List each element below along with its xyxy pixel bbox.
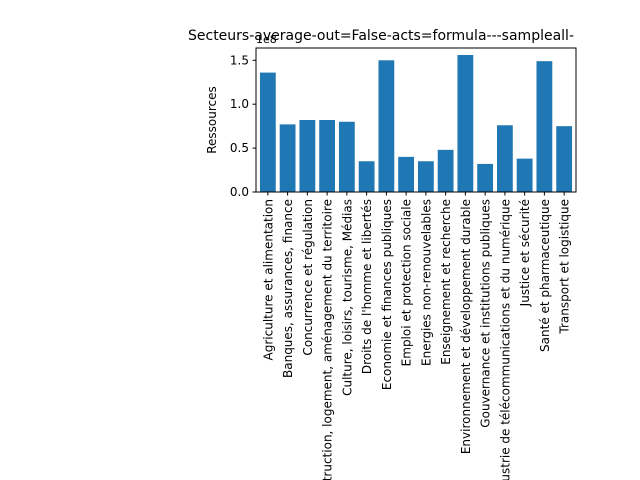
x-tick-label: Energies non-renouvelables [419, 199, 433, 366]
x-tick-label: Concurrence et régulation [301, 199, 315, 356]
bar [378, 60, 395, 192]
bar [259, 72, 276, 192]
y-tick-label: 0.5 [230, 141, 249, 155]
chart-title: Secteurs-average-out=False-acts=formula-… [188, 28, 574, 44]
bar [319, 120, 336, 192]
x-axis: Agriculture et alimentation Banques, assu… [261, 192, 572, 480]
x-tick-label: Enseignement et recherche [439, 199, 453, 365]
bar [398, 156, 415, 192]
x-tick-label: Culture, loisirs, tourisme, Médias [340, 199, 354, 396]
x-tick-label: Industrie, Industrie de télécommunicatio… [498, 199, 512, 480]
bars-group [259, 55, 573, 192]
bar [536, 61, 553, 192]
bar [299, 120, 316, 192]
x-tick-label: Droits de l'homme et libertés [360, 199, 374, 374]
x-tick-label: Transport et logistique [558, 199, 572, 335]
bar [457, 55, 474, 192]
y-axis: 0.0 0.5 1.0 1.5 [230, 53, 256, 199]
bar [516, 158, 533, 192]
y-tick-label: 1.5 [230, 53, 249, 67]
x-tick-label: Environnement et développement durable [459, 199, 473, 454]
bar [358, 161, 375, 192]
y-axis-label: Ressources [205, 86, 219, 154]
bar [496, 125, 513, 192]
bar [417, 161, 434, 192]
x-tick-label: Banques, assurances, finance [281, 199, 295, 378]
bar [477, 163, 494, 192]
bar [556, 126, 573, 192]
x-tick-label: Agriculture et alimentation [261, 199, 275, 360]
x-tick-label: Economie et finances publiques [380, 199, 394, 390]
y-axis-offset-label: 1e8 [256, 33, 277, 46]
y-tick-label: 0.0 [230, 185, 249, 199]
x-tick-label: Emploi et protection sociale [400, 199, 414, 366]
x-tick-label: Construction, logement, aménagement du t… [321, 199, 335, 480]
bar [279, 124, 296, 192]
bar [437, 149, 454, 192]
x-tick-label: Gouvernance et institutions publiques [479, 199, 493, 428]
x-tick-label: Santé et pharmaceutique [538, 199, 552, 352]
x-tick-label: Justice et sécurité [518, 199, 532, 307]
plot-frame [255, 47, 577, 193]
bar [338, 121, 355, 192]
y-tick-label: 1.0 [230, 97, 249, 111]
